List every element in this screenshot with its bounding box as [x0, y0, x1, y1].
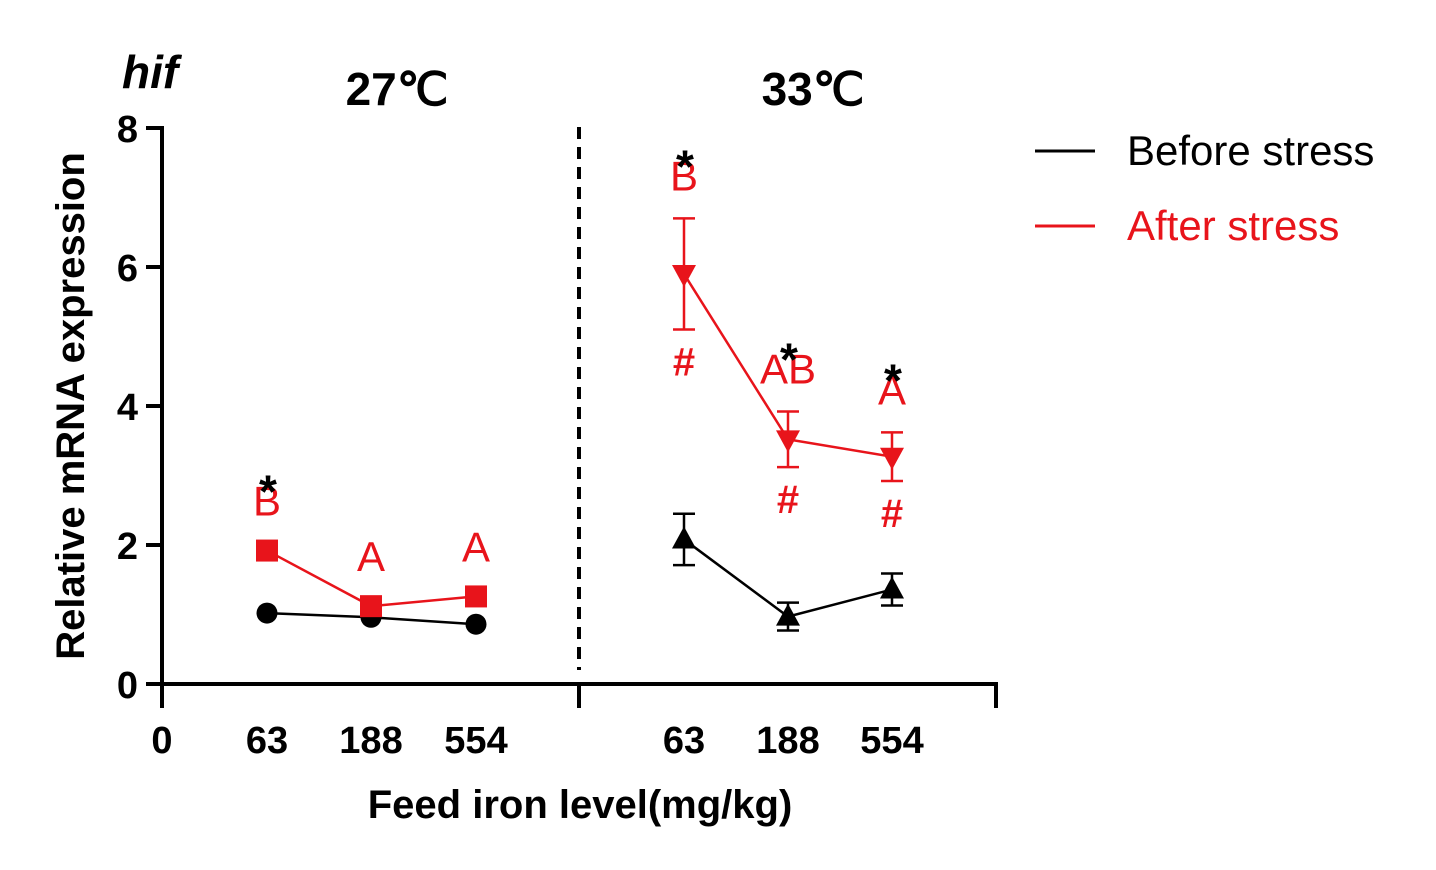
x-tick-label-origin: 0	[151, 720, 172, 762]
x-tick-label-p0-0: 63	[246, 720, 288, 762]
point-p0-s1-0	[256, 539, 278, 562]
y-tick-label-1: 2	[117, 526, 138, 568]
point-p0-s0-2	[465, 613, 487, 635]
point-p1-s1-2	[880, 447, 904, 470]
x-tick-label-p0-1: 188	[339, 720, 402, 762]
panel-title-27c: 27℃	[346, 63, 449, 115]
sig-letter-p0-0: B	[253, 478, 281, 525]
point-p1-s1-0	[672, 264, 696, 287]
y-tick-label-2: 4	[117, 387, 138, 429]
y-tick-label-4: 8	[117, 109, 138, 151]
point-p1-s0-2	[880, 576, 904, 599]
legend-label-before: Before stress	[1127, 127, 1374, 174]
x-tick-label-p1-0: 63	[663, 720, 705, 762]
point-p1-s1-1	[776, 430, 800, 453]
sig-star-p0-0: *	[259, 466, 277, 518]
panel-title-33c: 33℃	[762, 63, 865, 115]
x-tick-label-p0-2: 554	[444, 720, 507, 762]
sig-hash-p1-2: #	[881, 492, 903, 536]
sig-star-p1-1: *	[780, 334, 798, 386]
sig-star-p1-2: *	[884, 354, 902, 406]
sig-hash-p1-1: #	[777, 478, 799, 522]
legend: Before stress After stress	[1035, 127, 1374, 249]
point-p0-s1-2	[465, 585, 487, 608]
point-p0-s0-0	[256, 602, 278, 624]
y-tick-label-0: 0	[117, 665, 138, 707]
y-tick-label-3: 6	[117, 248, 138, 290]
y-axis-label: Relative mRNA expression	[49, 152, 93, 660]
point-p1-s0-0	[672, 526, 696, 549]
sig-letter-p0-1: A	[357, 533, 385, 580]
x-tick-label-p1-1: 188	[756, 720, 819, 762]
point-p0-s1-1	[360, 595, 382, 618]
sig-letter-p1-0: B	[670, 152, 698, 199]
sig-letter-p1-2: A	[878, 366, 906, 413]
x-tick-label-p1-2: 554	[860, 720, 923, 762]
sig-letter-p1-1: AB	[760, 346, 816, 393]
gene-label: hif	[122, 46, 183, 98]
legend-label-after: After stress	[1127, 202, 1339, 249]
sig-hash-p1-0: #	[673, 341, 695, 385]
sig-letter-p0-2: A	[462, 523, 490, 570]
point-p1-s0-1	[776, 603, 800, 626]
x-axis-label: Feed iron level(mg/kg)	[368, 783, 793, 827]
sig-star-p1-0: *	[676, 140, 694, 192]
